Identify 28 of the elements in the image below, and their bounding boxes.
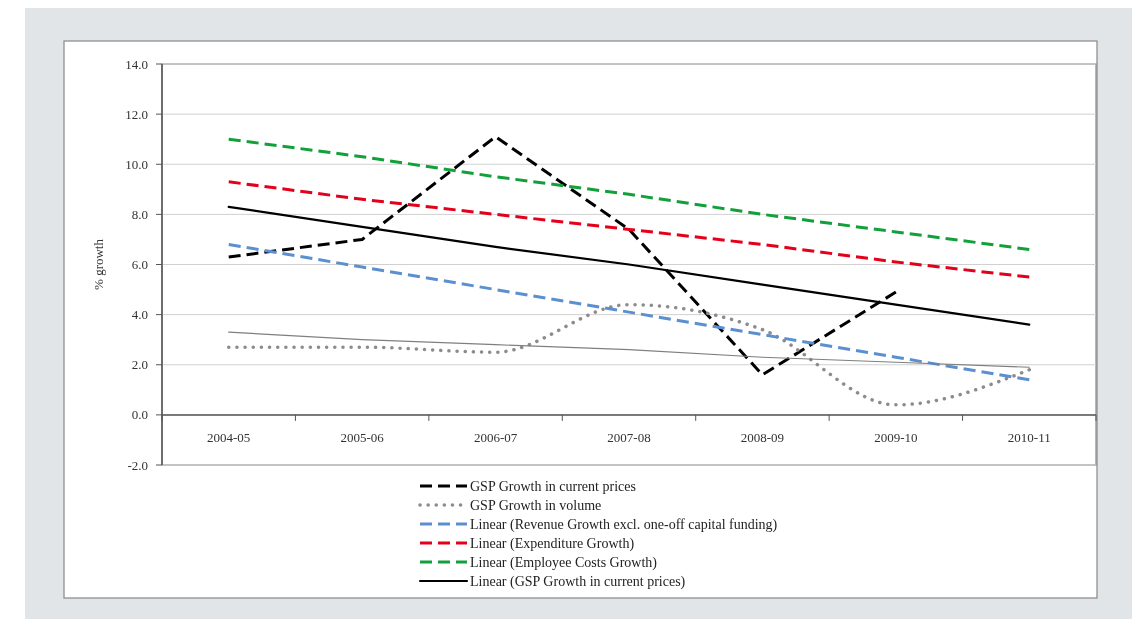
legend-label: GSP Growth in volume bbox=[470, 497, 602, 513]
x-tick-label: 2007-08 bbox=[607, 429, 651, 445]
line-series bbox=[227, 137, 1031, 251]
y-tick-label: 10.0 bbox=[125, 156, 148, 172]
x-tick-label: 2004-05 bbox=[207, 429, 251, 445]
y-tick-label: -2.0 bbox=[127, 457, 148, 473]
line-series bbox=[226, 302, 1032, 407]
legend-label: GSP Growth in current prices bbox=[470, 478, 636, 494]
y-tick-label: 4.0 bbox=[131, 307, 148, 323]
y-tick-label: 14.0 bbox=[125, 56, 148, 72]
legend-label: Linear (GSP Growth in current prices) bbox=[470, 573, 686, 590]
legend-label: Linear (Expenditure Growth) bbox=[470, 535, 635, 552]
line-series bbox=[227, 180, 1031, 279]
y-tick-label: 12.0 bbox=[125, 106, 148, 122]
line-series bbox=[227, 242, 1031, 382]
y-axis-title: % growth bbox=[91, 238, 106, 290]
y-tick-label: 8.0 bbox=[131, 206, 148, 222]
line-series bbox=[228, 331, 1030, 368]
x-tick-label: 2009-10 bbox=[874, 429, 918, 445]
x-tick-label: 2005-06 bbox=[340, 429, 385, 445]
legend-label: Linear (Employee Costs Growth) bbox=[470, 554, 658, 571]
y-tick-label: 6.0 bbox=[131, 257, 148, 273]
y-tick-label: 2.0 bbox=[131, 357, 148, 373]
y-tick-label: 0.0 bbox=[131, 407, 148, 423]
x-tick-label: 2010-11 bbox=[1007, 429, 1051, 445]
x-tick-label: 2008-09 bbox=[740, 429, 785, 445]
legend-label: Linear (Revenue Growth excl. one-off capital funding) bbox=[470, 516, 778, 533]
x-tick-label: 2006-07 bbox=[473, 429, 518, 445]
